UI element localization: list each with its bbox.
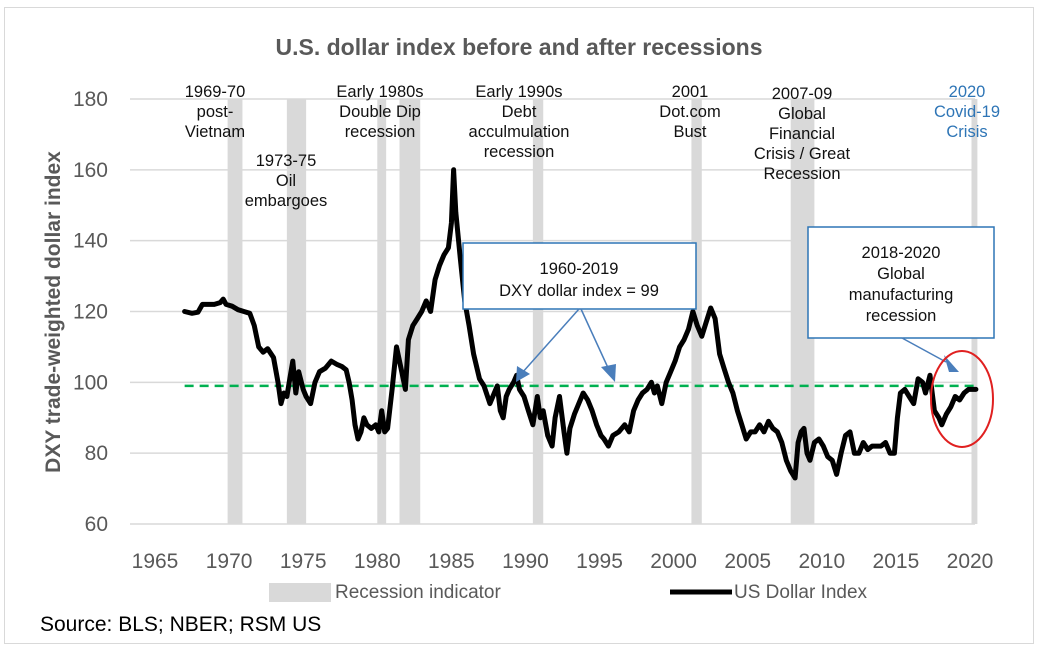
- legend-swatch-recession: [269, 583, 331, 602]
- callout-manufacturing-line-4: recession: [866, 307, 937, 325]
- annotation-1973-line: 1973-75: [256, 152, 317, 170]
- recession-annotations: 1969-70 post- Vietnam 1973-75 Oil embargoes Ea…: [185, 83, 1000, 210]
- callout-average-line-1: 1960-2019: [540, 260, 619, 278]
- arrowhead-left-icon: [516, 366, 530, 382]
- x-tick-label: 2015: [873, 550, 920, 573]
- chart-frame: [4, 7, 1034, 644]
- y-axis-label: DXY trade-weighted dollar index: [42, 151, 65, 473]
- callout-arrow-manufacturing: [901, 337, 947, 363]
- annotation-1973-line: embargoes: [245, 192, 328, 210]
- legend: Recession indicator US Dollar Index: [269, 582, 868, 603]
- annotation-1990-line: Early 1990s: [475, 83, 562, 101]
- y-tick-label: 80: [85, 442, 108, 465]
- callout-average-box: [462, 242, 697, 310]
- annotation-1990-line: Debt: [502, 103, 537, 121]
- callout-manufacturing-line-3: manufacturing: [849, 286, 954, 304]
- chart-title: U.S. dollar index before and after reces…: [276, 34, 763, 60]
- callout-manufacturing-line-2: Global: [877, 265, 925, 283]
- annotation-1980-line: recession: [345, 123, 416, 141]
- annotation-2007-line: 2007-09: [772, 85, 833, 103]
- callout-average-line-2: DXY dollar index = 99: [499, 282, 659, 300]
- x-tick-label: 2005: [724, 550, 771, 573]
- y-tick-label: 100: [73, 371, 108, 394]
- callout-manufacturing: 2018-2020 Global manufacturing recession: [807, 226, 995, 448]
- source-note: Source: BLS; NBER; RSM US: [40, 613, 321, 636]
- x-tick-label: 1970: [206, 550, 253, 573]
- annotation-2020-line: 2020: [949, 83, 986, 101]
- annotation-2001-line: Bust: [673, 123, 706, 141]
- annotation-1969-line: post-: [197, 103, 234, 121]
- x-axis-ticks: 1965 1970 1975 1980 1985 1990 1995 2000 2005 2010…: [132, 550, 994, 573]
- y-tick-label: 180: [73, 88, 108, 111]
- callout-arrow-left: [521, 308, 580, 374]
- callout-manufacturing-box: [807, 226, 995, 339]
- annotation-1990-line: recession: [484, 143, 555, 161]
- annotation-2007-line: Financial: [769, 125, 835, 143]
- annotation-2007-line: Global: [778, 105, 826, 123]
- annotation-1969-line: 1969-70: [185, 83, 246, 101]
- callout-arrow-right: [580, 308, 610, 371]
- legend-label-dxy: US Dollar Index: [734, 582, 868, 603]
- annotation-2001-line: 2001: [672, 83, 709, 101]
- x-tick-label: 1985: [428, 550, 475, 573]
- x-tick-label: 2020: [947, 550, 994, 573]
- arrowhead-right-icon: [601, 364, 616, 382]
- x-tick-label: 2000: [650, 550, 697, 573]
- legend-label-recession: Recession indicator: [335, 582, 501, 603]
- callout-manufacturing-line-1: 2018-2020: [862, 244, 941, 262]
- x-tick-label: 2010: [798, 550, 845, 573]
- x-tick-label: 1990: [502, 550, 549, 573]
- y-tick-label: 140: [73, 230, 108, 253]
- arrowhead-manufacturing-icon: [944, 355, 959, 372]
- y-tick-label: 60: [85, 513, 108, 536]
- us-dollar-index-line: [182, 167, 979, 481]
- x-tick-label: 1980: [354, 550, 401, 573]
- annotation-1969-line: Vietnam: [185, 123, 245, 141]
- callout-average: 1960-2019 DXY dollar index = 99: [462, 242, 697, 382]
- y-axis-ticks: 60 80 100 120 140 160 180: [73, 88, 108, 536]
- annotation-1990-line: acculmulation: [469, 123, 570, 141]
- annotation-2007-line: Crisis / Great: [754, 145, 851, 163]
- annotation-1980-line: Double Dip: [339, 103, 421, 121]
- annotation-1973-line: Oil: [276, 172, 296, 190]
- x-tick-label: 1975: [280, 550, 327, 573]
- annotation-2020-line: Covid-19: [934, 103, 1000, 121]
- annotation-2001-line: Dot.com: [659, 103, 720, 121]
- y-tick-label: 120: [73, 301, 108, 324]
- annotation-1980-line: Early 1980s: [336, 83, 423, 101]
- y-tick-label: 160: [73, 159, 108, 182]
- annotation-2007-line: Recession: [763, 165, 840, 183]
- highlight-circle: [930, 350, 994, 448]
- x-tick-label: 1995: [576, 550, 623, 573]
- annotation-2020-line: Crisis: [946, 123, 987, 141]
- x-tick-label: 1965: [132, 550, 179, 573]
